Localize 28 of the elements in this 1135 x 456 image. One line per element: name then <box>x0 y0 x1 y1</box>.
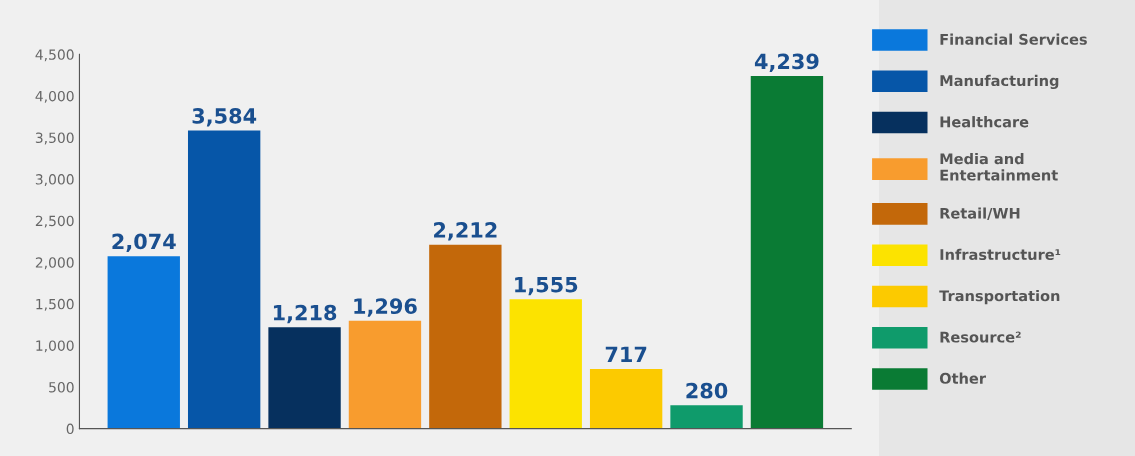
y-tick-label: 500 <box>49 382 74 393</box>
legend-label: Financial Services <box>940 33 1087 45</box>
data-label: 2,212 <box>434 222 497 241</box>
y-tick-label: 1,500 <box>36 298 74 311</box>
y-tick-label: 4,000 <box>35 90 74 103</box>
legend-label: Other <box>939 372 986 384</box>
data-label: 1,555 <box>515 277 578 296</box>
y-tick-label: 2,000 <box>35 257 74 270</box>
legend-label: Media and Entertainment <box>940 152 1058 181</box>
legend-label: Retail/WH <box>940 207 1020 220</box>
legend-label: Manufacturing <box>940 74 1059 90</box>
data-label: 4,239 <box>754 53 819 72</box>
data-label: 3,584 <box>192 107 257 127</box>
data-label: 280 <box>686 382 728 399</box>
data-label: 717 <box>605 346 647 362</box>
data-label: 2,074 <box>112 233 176 252</box>
y-tick-label: 2,500 <box>35 215 74 228</box>
y-tick-label: 3,500 <box>35 132 74 145</box>
legend-label: Resource² <box>940 331 1021 343</box>
y-tick-label: 3,000 <box>35 174 74 187</box>
y-tick-label: 1,000 <box>36 340 74 353</box>
y-tick-label: 4,500 <box>35 49 74 62</box>
data-label: 1,218 <box>273 304 337 324</box>
data-label: 1,296 <box>354 298 417 317</box>
legend-label: Transportation <box>939 290 1060 305</box>
legend-label: Healthcare <box>940 116 1029 128</box>
legend-label: Infrastructure¹ <box>940 248 1061 261</box>
y-tick-label: 0 <box>66 423 74 435</box>
